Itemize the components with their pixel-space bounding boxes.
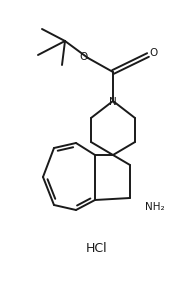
Text: O: O: [79, 52, 87, 62]
Text: N: N: [109, 97, 117, 107]
Text: NH₂: NH₂: [145, 202, 165, 212]
Text: O: O: [149, 48, 157, 58]
Text: HCl: HCl: [86, 241, 108, 255]
